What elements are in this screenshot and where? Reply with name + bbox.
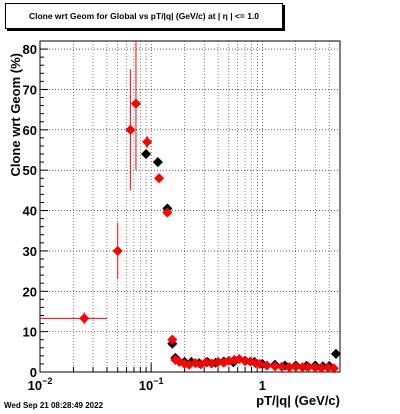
y-tick-label: 50 <box>23 163 37 178</box>
red-point <box>79 313 90 324</box>
y-tick-label: 0 <box>30 365 37 380</box>
y-axis-label: Clone wrt Geom (%) <box>8 53 23 177</box>
x-axis-label: pT/|q| (GeV/c) <box>256 393 340 408</box>
red-point <box>112 245 123 257</box>
red-point <box>254 358 265 370</box>
x-tick-label: 10−1 <box>139 376 164 393</box>
red-point <box>167 334 178 345</box>
black-point <box>330 348 342 359</box>
y-axis-ticks: 0 10 20 30 40 50 60 70 80 <box>23 40 48 380</box>
black-point <box>152 156 164 168</box>
plot-frame <box>39 40 341 373</box>
red-point <box>261 360 273 371</box>
red-point <box>276 361 288 372</box>
x-tick-label: 1 <box>259 378 266 393</box>
red-point <box>328 363 339 374</box>
timestamp-label: Wed Sep 21 08:28:49 2022 <box>4 401 104 410</box>
y-tick-label: 20 <box>23 284 37 299</box>
y-tick-label: 10 <box>23 325 37 340</box>
red-point <box>303 361 314 372</box>
y-tick-label: 80 <box>23 42 37 57</box>
x-tick-label: 10−2 <box>28 376 53 393</box>
red-point <box>245 356 256 367</box>
red-point <box>141 136 153 148</box>
red-point <box>269 361 281 372</box>
y-tick-label: 70 <box>23 82 37 97</box>
red-point <box>234 353 245 365</box>
red-point <box>130 98 142 109</box>
red-point <box>125 124 136 135</box>
chart-title: Clone wrt Geom for Global vs pT/|q| (GeV… <box>5 3 283 29</box>
red-point <box>290 361 301 372</box>
red-point <box>153 173 165 184</box>
data-points <box>40 41 342 374</box>
red-point <box>162 207 173 218</box>
y-tick-label: 60 <box>23 123 37 138</box>
black-point <box>140 148 152 160</box>
y-tick-label: 40 <box>23 204 37 219</box>
plot-border <box>39 40 341 373</box>
red-point <box>174 356 185 368</box>
y-tick-label: 30 <box>23 244 37 259</box>
